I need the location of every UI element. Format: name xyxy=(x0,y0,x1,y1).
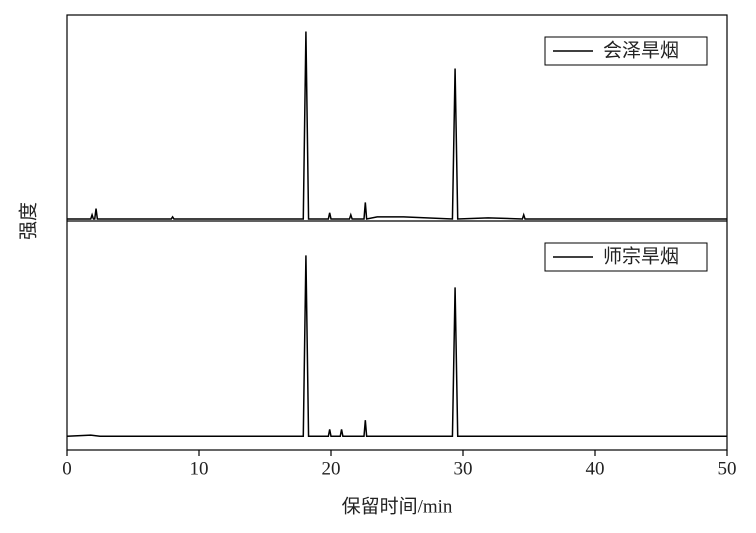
plot-frame xyxy=(66,14,728,451)
legend-label: 师宗旱烟 xyxy=(603,245,679,267)
x-tick-label: 30 xyxy=(454,458,473,479)
x-tick-label: 40 xyxy=(586,458,605,479)
x-tick-label: 10 xyxy=(190,458,209,479)
x-tick-label: 20 xyxy=(322,458,341,479)
x-tick-label: 50 xyxy=(718,458,737,479)
series-line xyxy=(66,255,727,438)
legend-label: 会泽旱烟 xyxy=(603,39,679,61)
x-axis-label: 保留时间/min xyxy=(342,495,453,517)
x-tick-label: 0 xyxy=(62,458,72,479)
y-axis-label: 强度 xyxy=(17,202,39,240)
series-line xyxy=(67,31,727,220)
